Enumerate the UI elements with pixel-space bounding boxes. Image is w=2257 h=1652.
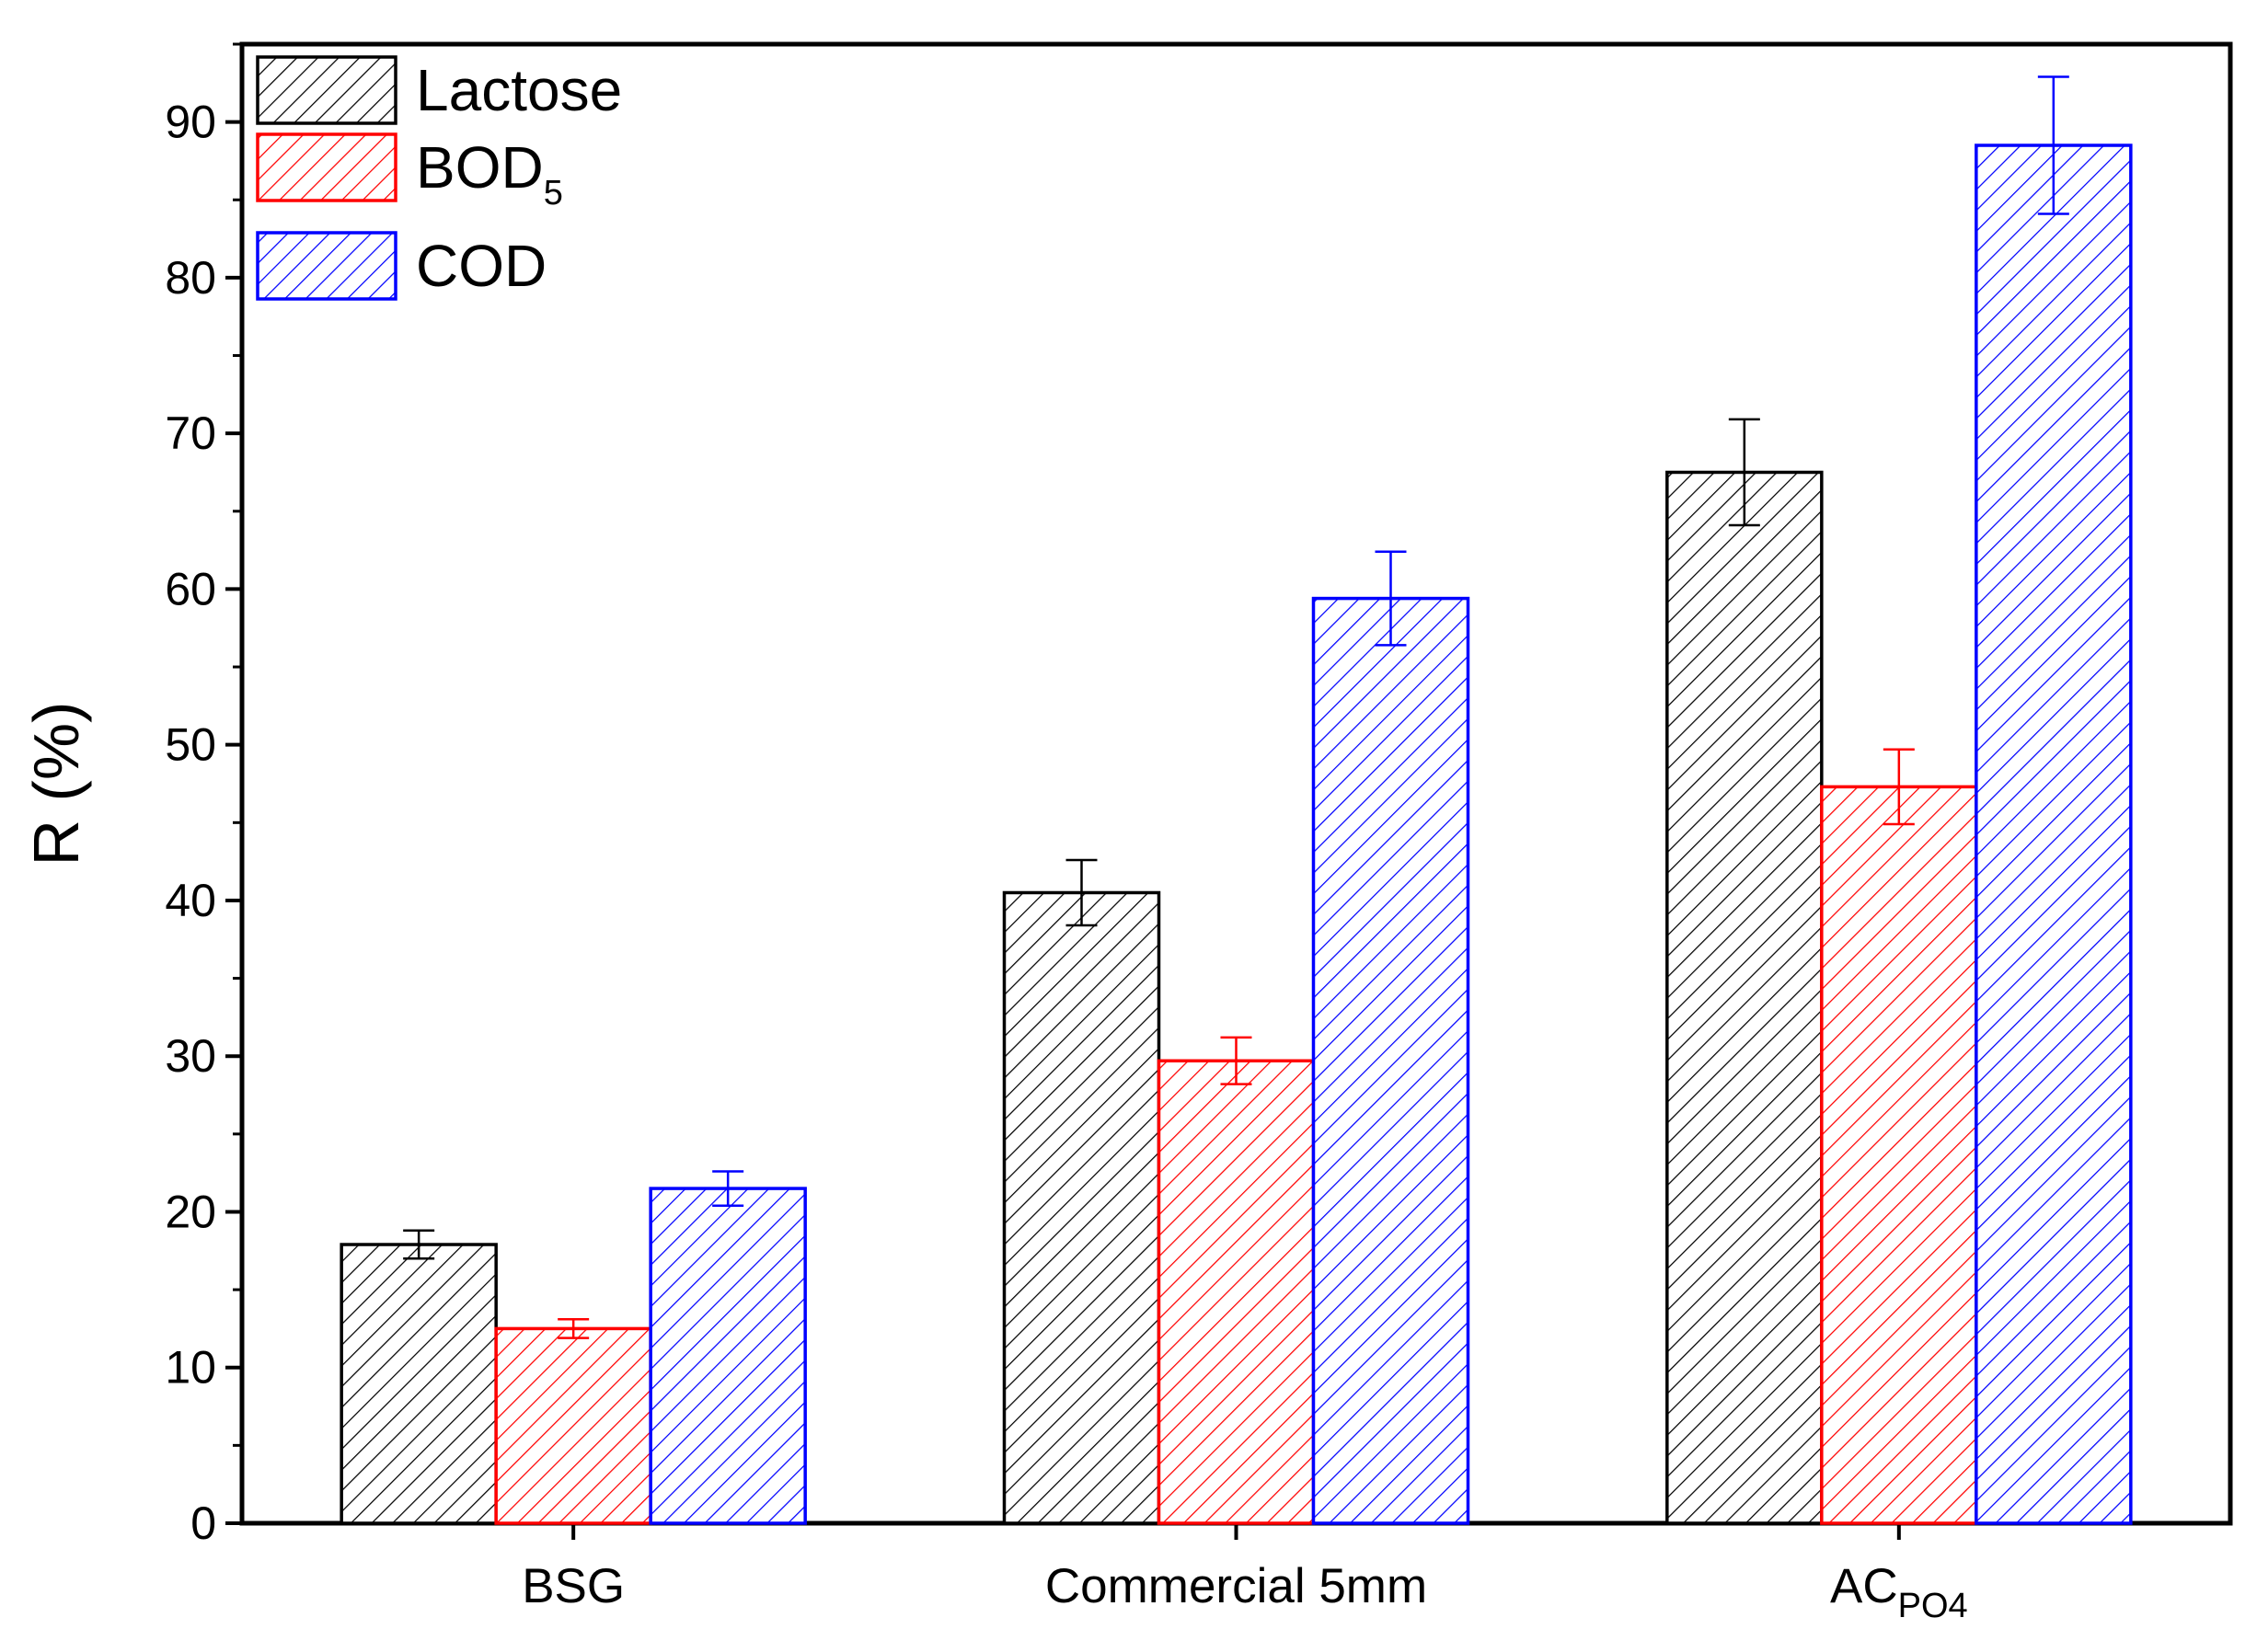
legend-swatch-bod	[256, 132, 397, 202]
x-axis: BSG Commercial 5mm ACPO4	[522, 1523, 1968, 1625]
legend: Lactose BOD5 COD	[256, 55, 622, 301]
x-tick-label: Commercial 5mm	[1045, 1559, 1427, 1613]
legend-label: Lactose	[416, 57, 622, 123]
y-tick-label: 10	[165, 1342, 216, 1394]
category-label: AC	[1830, 1559, 1898, 1613]
y-tick-label: 60	[165, 563, 216, 614]
legend-label-subscript: 5	[544, 174, 563, 212]
category-label: BSG	[522, 1559, 625, 1613]
y-tick-label: 50	[165, 719, 216, 771]
category-label: Commercial 5mm	[1045, 1559, 1427, 1613]
y-tick-label: 20	[165, 1186, 216, 1237]
x-tick-label: ACPO4	[1830, 1559, 1968, 1625]
bar-cod-0	[649, 1187, 807, 1525]
legend-label: COD	[416, 233, 547, 299]
legend-label: BOD5	[416, 134, 563, 212]
bars	[340, 143, 2133, 1525]
bar-bod-1	[1157, 1059, 1316, 1525]
legend-swatch-cod	[256, 231, 397, 301]
bar-cod-1	[1311, 596, 1470, 1525]
y-tick-label: 40	[165, 875, 216, 926]
y-tick-label: 80	[165, 252, 216, 304]
x-tick-label: BSG	[522, 1559, 625, 1613]
y-tick-label: 0	[190, 1497, 216, 1549]
legend-label-main: Lactose	[416, 57, 622, 123]
bar-lactose-1	[1002, 890, 1161, 1525]
bar-lactose-0	[340, 1243, 498, 1525]
y-axis-title: R (%)	[20, 702, 92, 866]
bar-bod-0	[494, 1326, 652, 1525]
category-label-subscript: PO4	[1898, 1587, 1968, 1625]
y-tick-label: 70	[165, 407, 216, 459]
y-axis: 0 10 20 30 40 50 60 70 80 90	[165, 42, 242, 1549]
error-bars	[403, 75, 2069, 1339]
legend-swatch-lactose	[256, 55, 397, 125]
bar-lactose-2	[1665, 470, 1824, 1525]
bar-bod-2	[1820, 785, 1978, 1525]
legend-label-main: COD	[416, 233, 547, 299]
legend-label-main: BOD	[416, 134, 544, 201]
y-tick-label: 30	[165, 1030, 216, 1082]
bar-cod-2	[1975, 143, 2133, 1525]
y-tick-label: 90	[165, 97, 216, 148]
